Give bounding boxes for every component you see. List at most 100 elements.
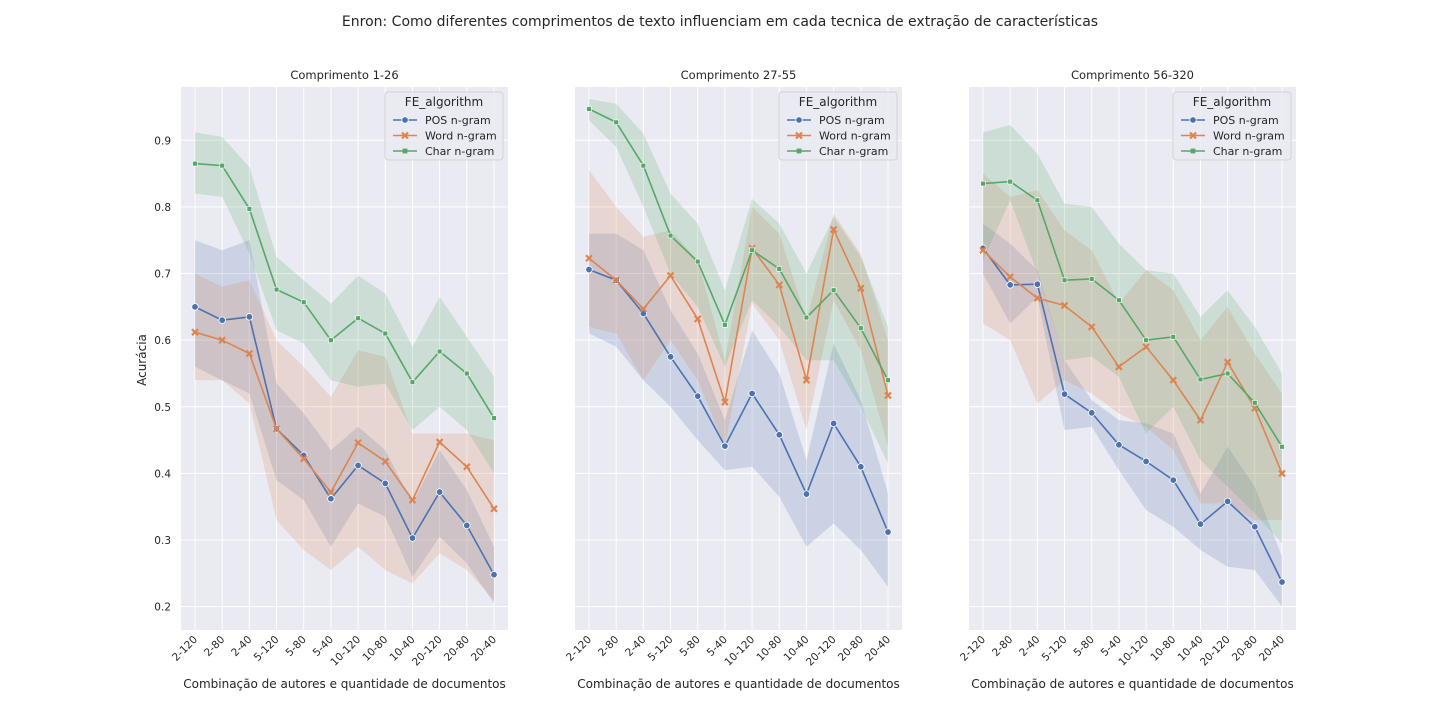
y-tick-label: 0.9 — [154, 135, 171, 147]
data-point — [1224, 370, 1231, 377]
data-point — [1088, 409, 1096, 417]
y-tick-label: 0.6 — [154, 335, 171, 347]
data-point — [586, 106, 592, 112]
x-tick-label: 2-80 — [202, 634, 227, 659]
data-point — [1223, 497, 1232, 506]
legend-title: FE_algorithm — [405, 95, 483, 109]
legend-label: Char n-gram — [819, 145, 888, 158]
data-point — [1115, 441, 1123, 449]
data-point — [666, 271, 675, 280]
x-tick-label: 5-120 — [1040, 634, 1070, 664]
legend-title: FE_algorithm — [1193, 95, 1271, 109]
data-point — [857, 463, 865, 471]
data-point — [612, 276, 620, 284]
x-tick-label: 20-120 — [410, 634, 445, 669]
data-point — [695, 258, 701, 265]
data-point — [245, 349, 254, 358]
data-point — [776, 266, 782, 272]
legend: FE_algorithm POS n-gram Word n-gram Char n-… — [778, 91, 898, 161]
series-line-0 — [194, 306, 495, 576]
data-point — [245, 313, 254, 321]
legend-label: POS n-gram — [425, 114, 491, 127]
data-point — [1089, 276, 1095, 282]
subplot-3: 2-120 2-80 2-405-120 5-80 5-4010-12010-8010-… — [958, 68, 1296, 691]
confidence-band-2 — [195, 132, 494, 474]
data-point — [273, 286, 280, 293]
plot-area — [181, 87, 508, 630]
data-point — [1197, 376, 1204, 383]
data-point — [490, 504, 498, 513]
series-line-0 — [588, 268, 889, 533]
x-tick-label: 2-120 — [564, 634, 594, 664]
legend-marker — [795, 131, 803, 140]
data-point — [857, 284, 865, 292]
x-tick-label: 20-120 — [1198, 634, 1233, 669]
confidence-band-0 — [195, 240, 494, 604]
legend-marker — [1189, 116, 1197, 124]
data-point — [1116, 297, 1122, 303]
data-point — [327, 495, 335, 503]
legend-label: Word n-gram — [425, 130, 497, 143]
data-point — [693, 315, 702, 323]
x-tick-label: 5-80 — [1072, 634, 1097, 659]
legend-label: POS n-gram — [1213, 114, 1279, 127]
data-point — [408, 496, 417, 504]
data-point — [858, 325, 864, 331]
data-point — [667, 232, 674, 239]
data-point — [721, 442, 729, 450]
series-line-0 — [982, 247, 1283, 583]
data-point — [979, 246, 987, 255]
data-point — [435, 438, 444, 446]
legend-marker — [402, 148, 408, 154]
legend-title: FE_algorithm — [799, 95, 877, 109]
data-point — [218, 336, 226, 344]
data-point — [748, 389, 756, 398]
series-line-1 — [194, 331, 495, 510]
data-point — [803, 314, 810, 321]
data-point — [885, 377, 891, 383]
data-point — [192, 160, 198, 167]
data-point — [1170, 334, 1176, 340]
confidence-band-2 — [983, 125, 1282, 544]
data-point — [722, 322, 728, 328]
x-tick-label: 2-80 — [596, 634, 621, 659]
data-point — [1169, 376, 1178, 384]
data-point — [884, 528, 892, 536]
subplot-1: 0.20.30.40.50.60.70.80.92-120 2-80 2-405-1… — [154, 68, 508, 691]
data-point — [1033, 294, 1042, 302]
data-point — [435, 488, 444, 496]
data-point — [775, 431, 783, 439]
x-tick-label: 2-120 — [170, 634, 200, 664]
data-point — [463, 521, 471, 530]
data-point — [1007, 178, 1013, 185]
data-point — [381, 457, 390, 466]
legend-label: Word n-gram — [1213, 130, 1285, 143]
x-tick-label: 10-120 — [328, 634, 363, 669]
data-point — [327, 488, 335, 496]
data-point — [640, 162, 647, 169]
data-point — [884, 391, 892, 400]
x-tick-label: 20-80 — [442, 634, 472, 664]
data-point — [980, 180, 986, 187]
confidence-band-0 — [589, 233, 888, 587]
subplot-title: Comprimento 1-26 — [290, 68, 398, 82]
data-point — [829, 225, 838, 234]
data-point — [1142, 457, 1150, 466]
data-point — [802, 376, 811, 384]
legend-marker — [401, 116, 409, 124]
x-tick-label: 10-80 — [360, 634, 390, 664]
data-point — [1060, 390, 1069, 398]
data-point — [219, 162, 225, 169]
legend-marker — [401, 131, 409, 140]
y-tick-label: 0.3 — [154, 535, 171, 547]
data-point — [721, 398, 729, 406]
data-point — [802, 490, 811, 498]
data-point — [354, 439, 362, 447]
data-point — [1006, 273, 1014, 281]
data-point — [1169, 476, 1177, 484]
subplot-2: 2-120 2-80 2-405-120 5-80 5-4010-12010-8010-… — [564, 68, 902, 691]
figure-title: Enron: Como diferentes comprimentos de t… — [342, 14, 1098, 30]
series-line-1 — [982, 249, 1283, 474]
legend-marker — [1189, 131, 1197, 140]
